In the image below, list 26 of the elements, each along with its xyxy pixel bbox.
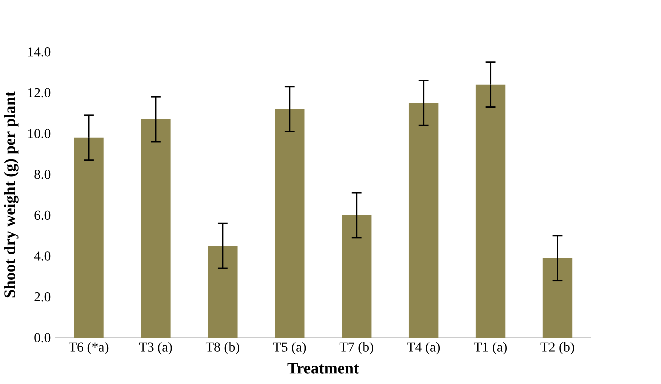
bar (476, 84, 506, 338)
x-tick-label: T1 (a) (474, 342, 507, 355)
x-tick-label: T7 (b) (340, 342, 374, 355)
y-axis-title: Shoot dry weight (g) per plant (4, 92, 19, 298)
y-tick-label: 10.0 (28, 129, 51, 139)
x-tick-label: T2 (b) (540, 342, 574, 355)
y-tick-label: 12.0 (28, 88, 51, 98)
y-tick-label: 8.0 (34, 170, 51, 180)
bar (542, 258, 573, 338)
y-tick-label: 2.0 (34, 292, 51, 302)
y-tick-label: 4.0 (34, 252, 51, 262)
x-axis-title: Treatment (288, 363, 360, 374)
bar (408, 103, 439, 338)
x-tick-label: T4 (a) (407, 342, 440, 355)
bar (208, 246, 238, 338)
bar (275, 109, 305, 338)
y-tick-label: 14.0 (28, 48, 51, 57)
bar (141, 120, 171, 338)
x-tick-label: T5 (a) (273, 342, 306, 355)
bar (74, 138, 104, 338)
y-tick-label: 6.0 (34, 210, 51, 220)
y-tick-label: 0.0 (34, 333, 51, 343)
x-tick-label: T8 (b) (206, 342, 240, 355)
x-tick-label: T6 (*a) (69, 342, 109, 355)
bar (342, 216, 372, 338)
x-tick-label: T3 (a) (139, 342, 172, 355)
